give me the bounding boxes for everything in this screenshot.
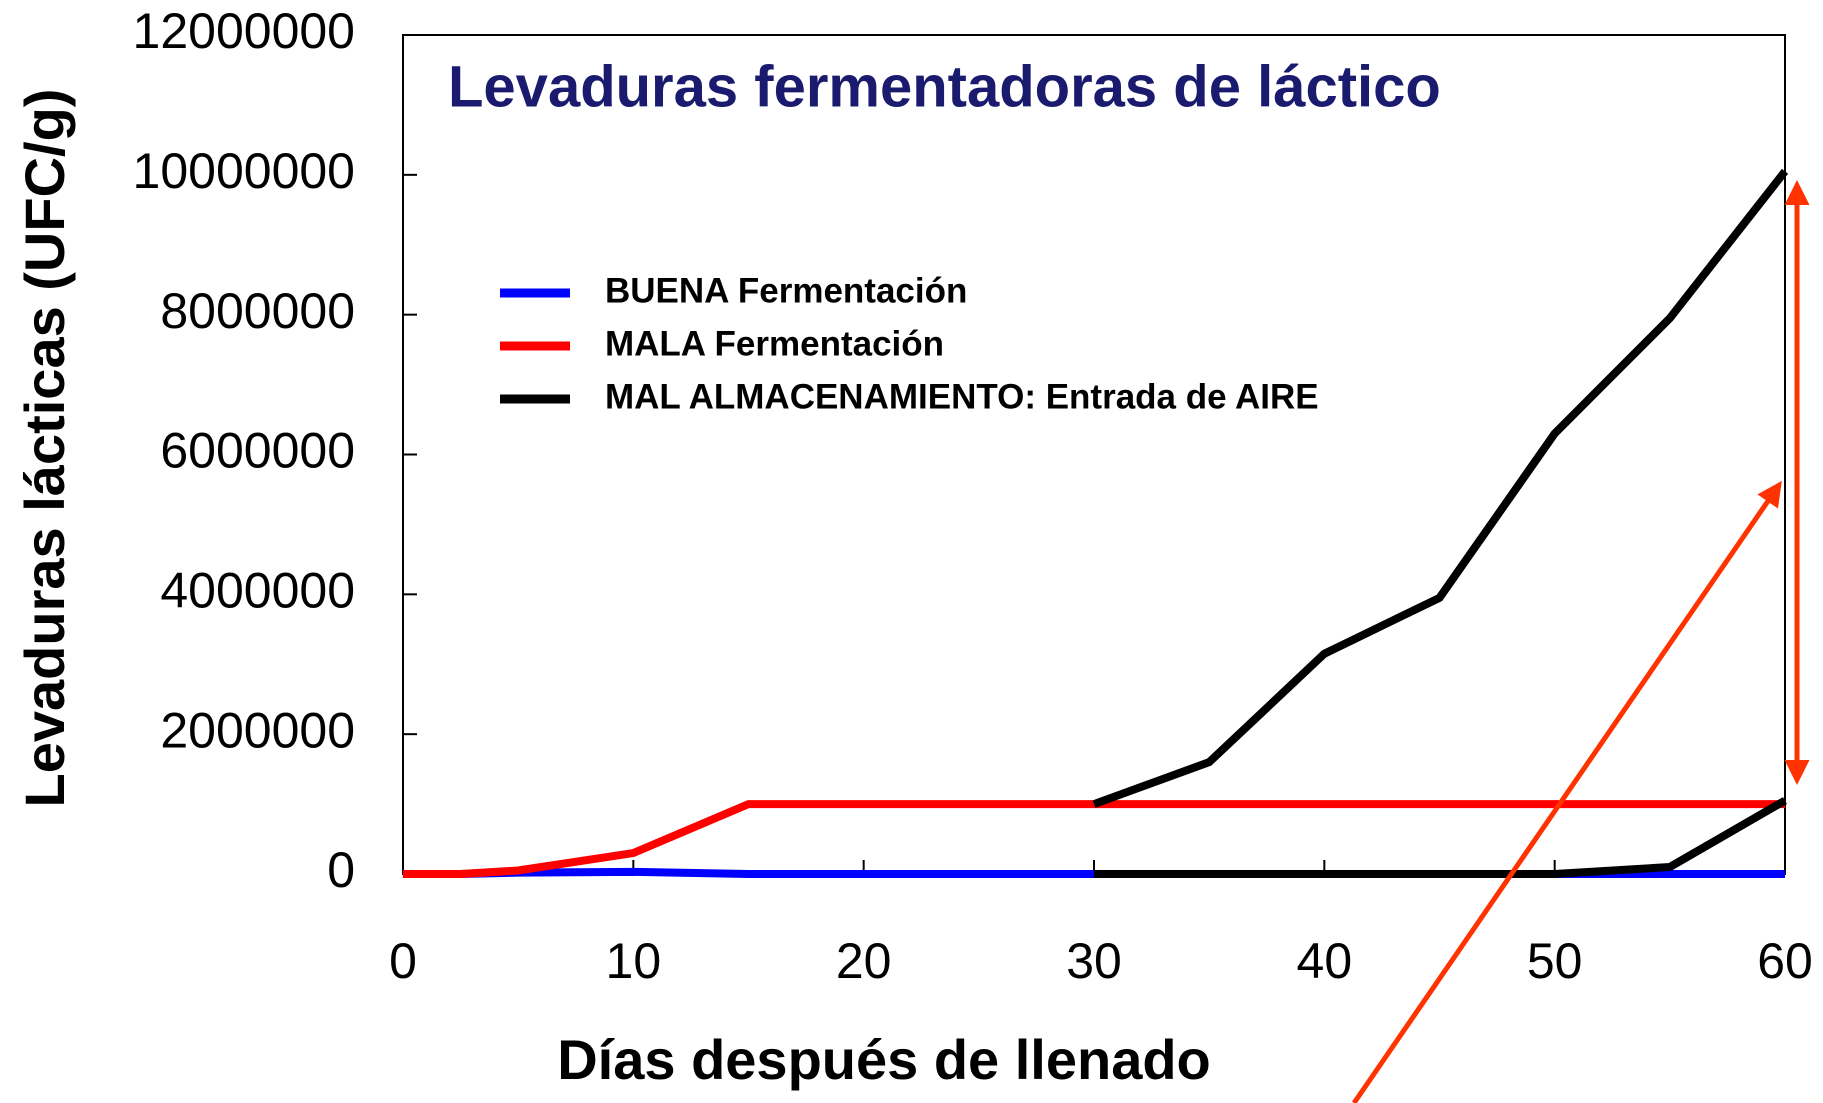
- series-line: [1092, 168, 1789, 878]
- x-tick-label: 50: [1527, 933, 1583, 989]
- y-axis-label: Levaduras lácticas (UFC/g): [13, 89, 76, 808]
- legend-label: BUENA Fermentación: [605, 271, 967, 310]
- x-tick-label: 10: [606, 933, 662, 989]
- x-tick-label: 40: [1297, 933, 1353, 989]
- x-tick-label: 20: [836, 933, 892, 989]
- legend-label: MAL ALMACENAMIENTO: Entrada de AIRE: [605, 377, 1319, 416]
- y-tick-label: 12000000: [133, 3, 355, 59]
- y-tick-label: 2000000: [160, 702, 355, 758]
- y-tick-label: 0: [327, 842, 355, 898]
- y-tick-label: 10000000: [133, 143, 355, 199]
- legend-label: MALA Fermentación: [605, 324, 944, 363]
- x-tick-label: 60: [1757, 933, 1813, 989]
- y-tick-label: 6000000: [160, 423, 355, 479]
- x-tick-label: 30: [1066, 933, 1122, 989]
- x-tick-label: 0: [389, 933, 417, 989]
- x-axis-label: Días después de llenado: [557, 1028, 1211, 1091]
- series-line: [403, 800, 1785, 878]
- y-tick-label: 8000000: [160, 283, 355, 339]
- chart-title: Levaduras fermentadoras de láctico: [448, 54, 1441, 119]
- annotation-arrow: [1351, 480, 1782, 1103]
- y-tick-label: 4000000: [160, 563, 355, 619]
- plot-frame: [402, 34, 1786, 875]
